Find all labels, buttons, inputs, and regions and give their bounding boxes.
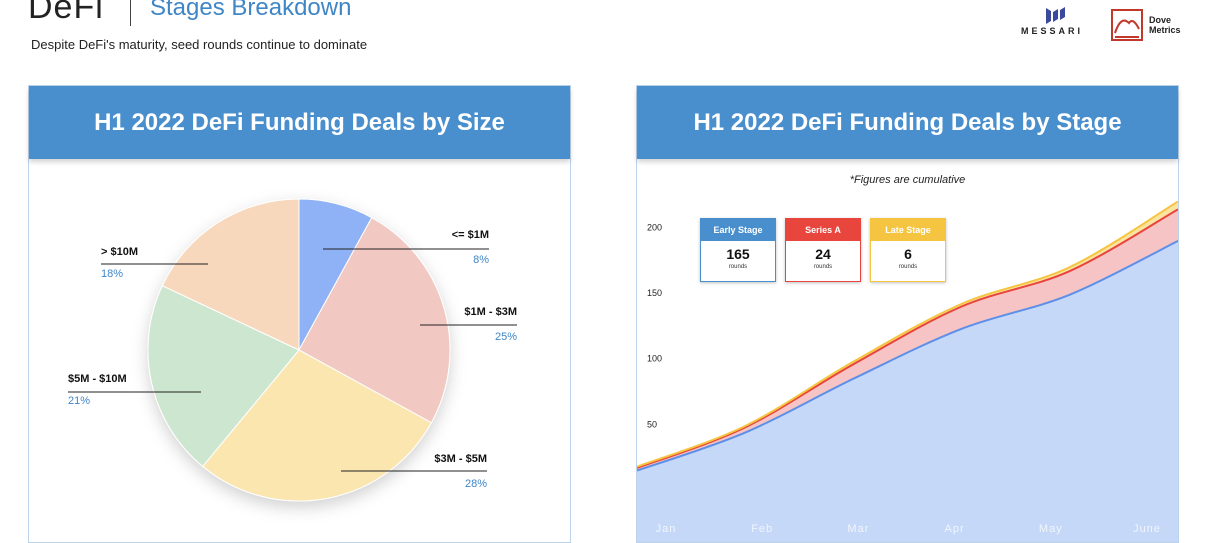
- early-stage-stat-card: Early Stage 165 rounds: [700, 218, 776, 282]
- series-a-stat-card: Series A 24 rounds: [785, 218, 861, 282]
- series-line-early-stage: [637, 239, 1178, 472]
- messari-logo-icon: [1046, 7, 1065, 24]
- deals-by-stage-title: H1 2022 DeFi Funding Deals by Stage: [637, 86, 1178, 159]
- pie-label-10m: > $10M: [101, 246, 138, 258]
- early-stage-stat-unit: rounds: [728, 264, 748, 270]
- early-stage-stat-value: 165: [726, 246, 750, 262]
- pie-pct-10m: 18%: [101, 268, 123, 280]
- x-tick-label: Feb: [751, 523, 773, 535]
- x-tick-label: Mar: [847, 523, 869, 535]
- series-line-series-a: [637, 208, 1178, 469]
- series-line-late-stage: [637, 200, 1178, 468]
- deals-by-stage-panel: H1 2022 DeFi Funding Deals by Stage 50 10…: [636, 85, 1179, 543]
- late-stage-stat-value: 6: [904, 246, 912, 262]
- pie-slice-5m-10m: [147, 285, 300, 468]
- pie-pct-1m: 8%: [473, 254, 489, 266]
- x-tick-label: Jan: [656, 523, 677, 535]
- pie-pct-1m-3m: 25%: [495, 331, 517, 343]
- late-stage-stat-unit: rounds: [898, 264, 918, 270]
- series-a-stat-value: 24: [815, 246, 831, 262]
- series-a-stat-unit: rounds: [813, 264, 833, 270]
- pie-slice-3m-5m: [202, 349, 433, 502]
- deals-by-stage-area-chart: 50 100 150 200 Jan Feb Mar Apr May June: [637, 200, 1178, 542]
- dove-metrics-logo-icon: [1111, 9, 1143, 41]
- page-title: DeFi: [28, 0, 104, 26]
- late-stage-stat-label: Late Stage: [871, 219, 945, 241]
- title-divider: [130, 0, 131, 26]
- x-tick-label: May: [1039, 523, 1063, 535]
- area-fill-early-stage: [637, 240, 1178, 542]
- pie-slice-1m-3m: [298, 216, 451, 424]
- y-tick-label: 150: [647, 288, 662, 298]
- late-stage-stat-card: Late Stage 6 rounds: [870, 218, 946, 282]
- pie-label-1m-3m: $1M - $3M: [464, 306, 517, 318]
- pie-label-1m: <= $1M: [452, 229, 489, 241]
- dove-metrics-logo-text: Dove Metrics: [1149, 15, 1181, 35]
- pie-slice-10m: [161, 198, 300, 351]
- pie-label-3m-5m: $3M - $5M: [434, 453, 487, 465]
- deals-by-size-title: H1 2022 DeFi Funding Deals by Size: [29, 86, 570, 159]
- x-tick-label: June: [1133, 523, 1161, 535]
- page-description: Despite DeFi's maturity, seed rounds con…: [31, 37, 368, 52]
- series-a-stat-label: Series A: [786, 219, 860, 241]
- pie-pct-5m-10m: 21%: [68, 395, 90, 407]
- x-tick-label: Apr: [945, 523, 965, 535]
- page-subtitle: Stages Breakdown: [150, 0, 352, 21]
- y-tick-label: 200: [647, 222, 662, 232]
- pie-label-5m-10m: $5M - $10M: [68, 373, 127, 385]
- early-stage-stat-label: Early Stage: [701, 219, 775, 241]
- y-tick-label: 50: [647, 419, 657, 429]
- deals-by-size-pie-chart: <= $1M 8% $1M - $3M 25% $3M - $5M 28% $5M - $1…: [68, 198, 517, 502]
- y-tick-label: 100: [647, 354, 662, 364]
- deals-by-size-panel: H1 2022 DeFi Funding Deals by Size <= $1…: [28, 85, 571, 543]
- pie-pct-3m-5m: 28%: [465, 478, 487, 490]
- messari-logo-text: MESSARI: [1021, 26, 1084, 36]
- cumulative-note: *Figures are cumulative: [849, 174, 966, 186]
